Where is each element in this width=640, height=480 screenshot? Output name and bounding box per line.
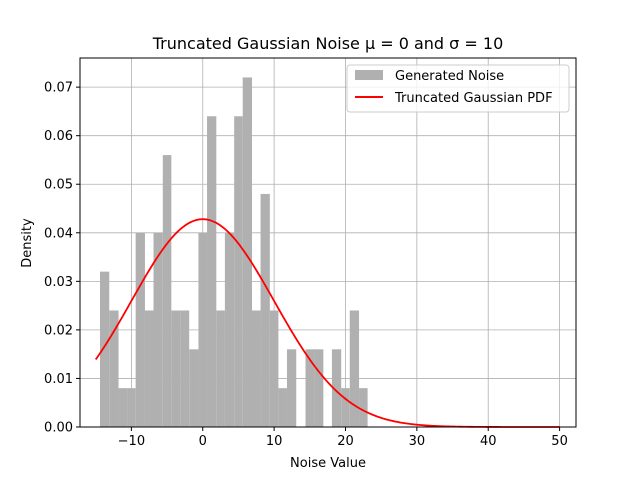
legend: Generated Noise Truncated Gaussian PDF <box>346 64 570 113</box>
histogram-bar <box>349 310 360 427</box>
y-tick-label: 0.05 <box>44 178 73 193</box>
histogram-bar <box>278 388 287 427</box>
x-tick-label: 30 <box>409 434 426 449</box>
histogram-bar <box>189 349 199 427</box>
histogram-bar <box>99 271 110 427</box>
histogram-bar <box>135 232 145 427</box>
y-tick-label: 0.07 <box>44 81 73 96</box>
legend-label-pdf: Truncated Gaussian PDF <box>394 91 553 106</box>
histogram-bar <box>242 77 252 427</box>
histogram-bar <box>162 155 172 427</box>
y-axis-label: Density <box>20 218 35 268</box>
x-tick-label: 10 <box>266 434 283 449</box>
histogram-bar <box>286 349 297 427</box>
y-tick-label: 0.00 <box>44 421 73 436</box>
y-tick-label: 0.01 <box>44 372 73 387</box>
legend-swatch-generated-noise <box>355 70 383 80</box>
chart-title: Truncated Gaussian Noise μ = 0 and σ = 1… <box>152 34 504 53</box>
histogram-bar <box>314 349 324 427</box>
histogram-bar <box>198 232 208 427</box>
histogram-bar <box>341 388 350 427</box>
x-tick-label: 40 <box>480 434 497 449</box>
histogram-bar <box>118 388 128 427</box>
histogram-bar <box>234 116 243 428</box>
y-tick-label: 0.02 <box>44 323 73 338</box>
histogram-bar <box>207 116 217 428</box>
histogram-bar <box>171 310 181 427</box>
histogram-bar <box>260 193 270 427</box>
histogram-bar <box>359 388 368 427</box>
histogram-bar <box>216 310 225 427</box>
y-tick-label: 0.06 <box>44 129 73 144</box>
histogram-bar <box>305 349 315 427</box>
histogram-bar <box>331 349 342 427</box>
histogram-bars <box>99 77 368 428</box>
x-tick-label: 20 <box>337 434 354 449</box>
y-axis-ticks: 0.00 0.01 0.02 0.03 0.04 0.05 0.06 0.07 <box>44 81 80 436</box>
x-tick-label: 0 <box>199 434 207 449</box>
x-axis-label: Noise Value <box>290 456 366 471</box>
histogram-bar <box>144 310 154 427</box>
legend-box <box>346 64 570 113</box>
x-tick-label: −10 <box>118 434 145 449</box>
histogram-bar <box>127 388 136 427</box>
legend-label-generated-noise: Generated Noise <box>395 69 504 84</box>
y-tick-label: 0.03 <box>44 275 73 290</box>
histogram-bar <box>224 232 235 427</box>
y-tick-label: 0.04 <box>44 226 73 241</box>
plot-frame <box>79 57 577 428</box>
x-axis-ticks: −10 0 10 20 30 40 50 <box>118 427 568 449</box>
histogram-bar <box>153 232 163 427</box>
x-tick-label: 50 <box>551 434 568 449</box>
histogram-bar <box>109 310 119 427</box>
histogram-bar <box>251 310 261 427</box>
histogram-bar <box>269 310 279 427</box>
histogram-bar <box>180 310 190 427</box>
